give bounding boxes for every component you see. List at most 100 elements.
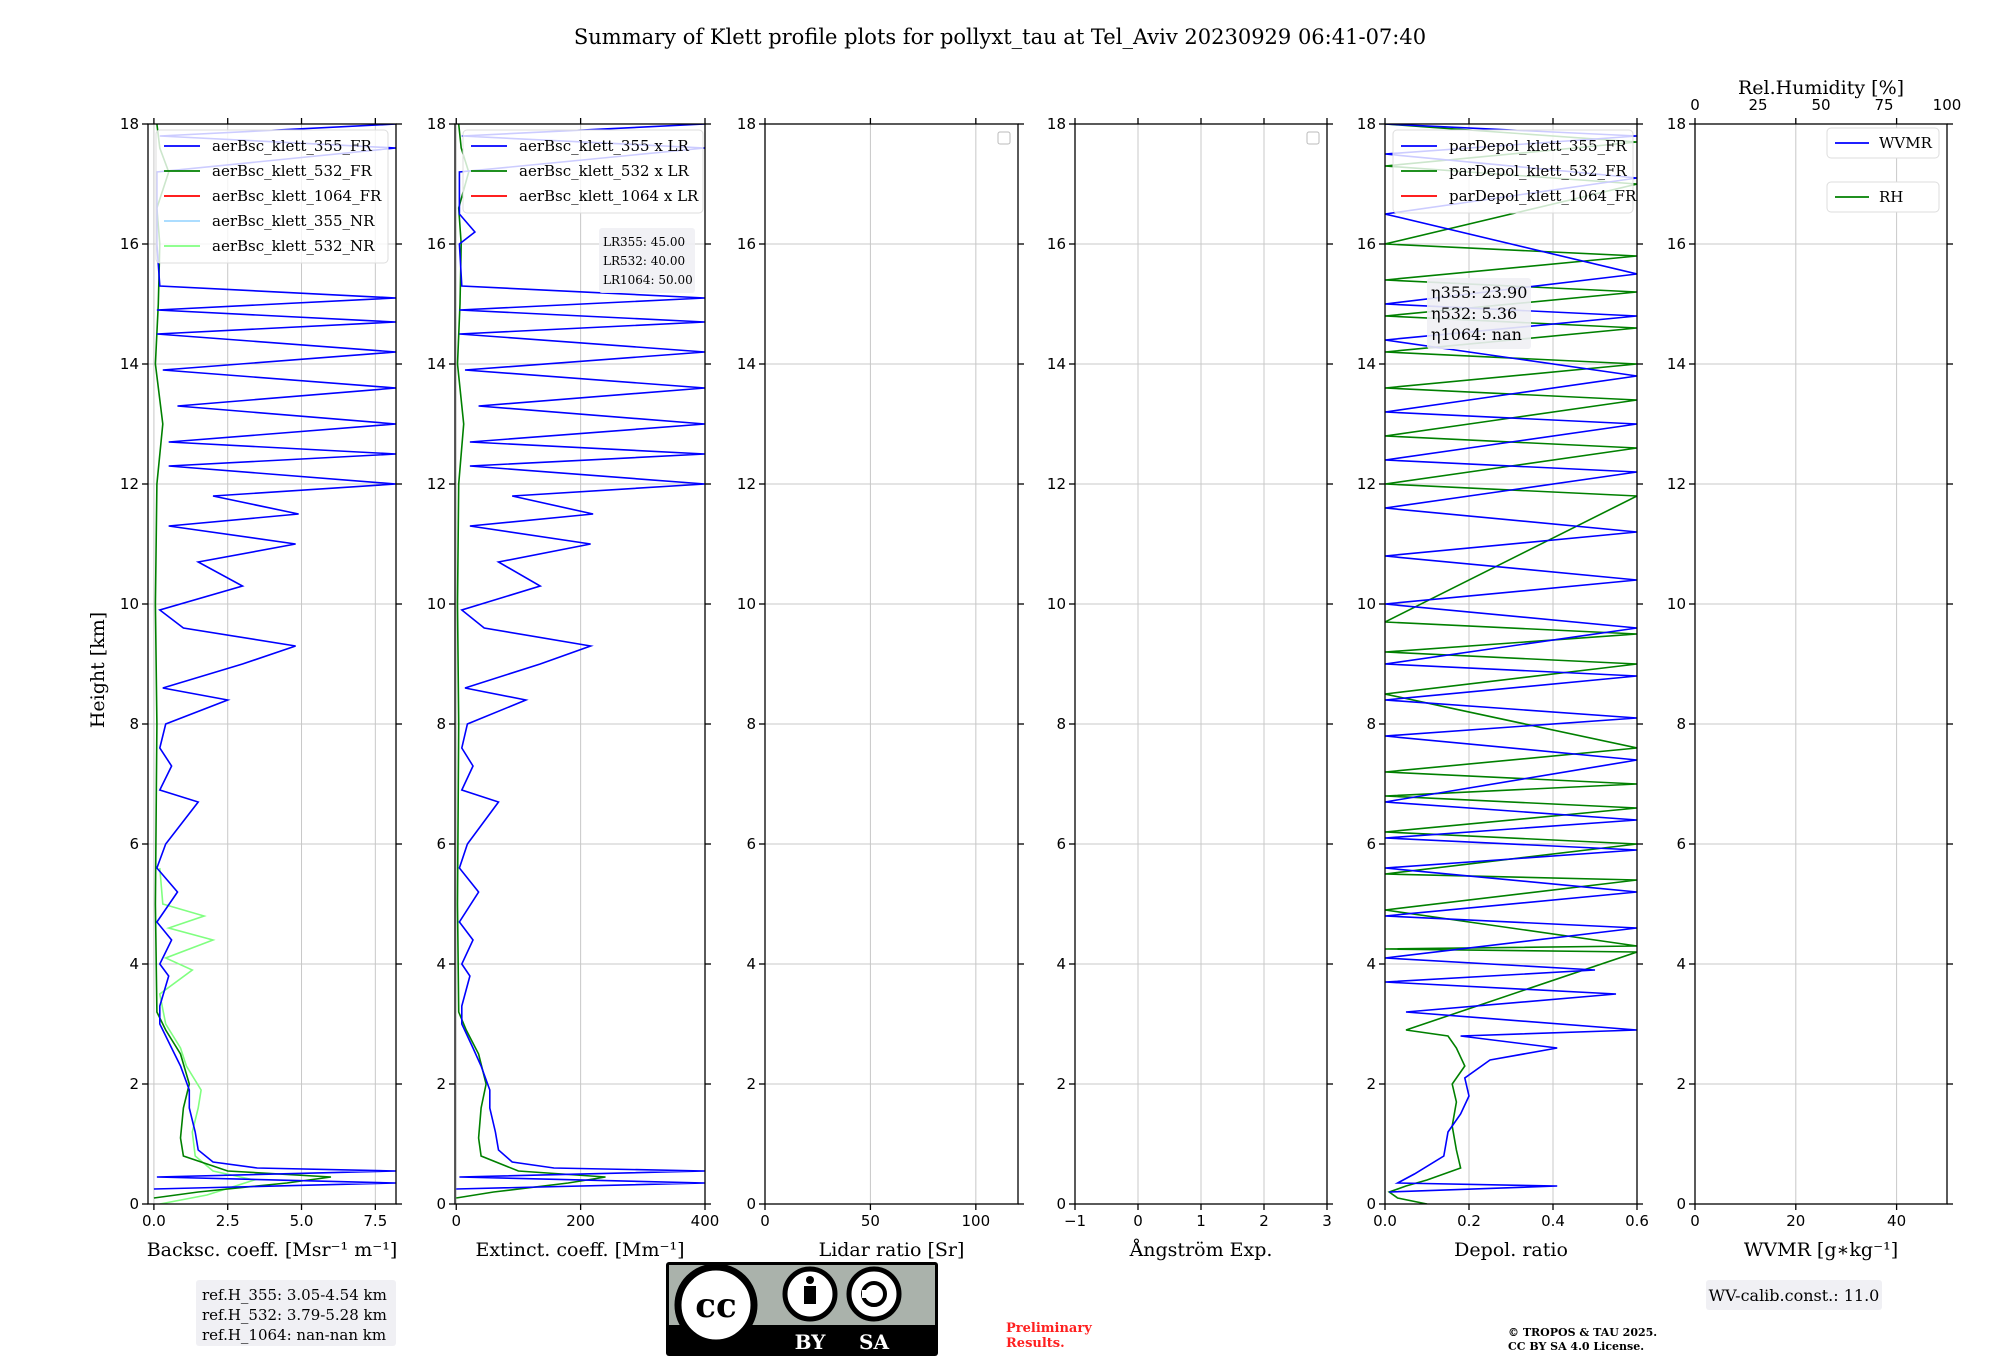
y-tick-label: 2 bbox=[129, 1075, 139, 1093]
y-tick-label: 2 bbox=[436, 1075, 446, 1093]
y-tick-label: 14 bbox=[120, 355, 139, 373]
y-tick-label: 12 bbox=[1047, 475, 1066, 493]
y-tick-label: 8 bbox=[746, 715, 756, 733]
x-tick-label: 40 bbox=[1887, 1212, 1906, 1230]
y-tick-label: 8 bbox=[129, 715, 139, 733]
x-tick-label: 1 bbox=[1196, 1212, 1206, 1230]
y-tick-label: 4 bbox=[1676, 955, 1686, 973]
y-tick-label: 16 bbox=[737, 235, 756, 253]
x-tick-label: 0.0 bbox=[1373, 1212, 1397, 1230]
legend-entry: WVMR bbox=[1879, 134, 1933, 152]
x-tick-label: 0 bbox=[760, 1212, 770, 1230]
x-tick-label: 2.5 bbox=[216, 1212, 240, 1230]
y-tick-label: 8 bbox=[1366, 715, 1376, 733]
series-line-aerBsc_klett_532_NR bbox=[158, 867, 258, 1204]
y-tick-label: 4 bbox=[129, 955, 139, 973]
annotation-ext: LR355: 45.00 LR532: 40.00 LR1064: 50.00 bbox=[599, 228, 695, 293]
y-axis-label: Height [km] bbox=[87, 612, 109, 728]
x-axis-label-ext: Extinct. coeff. [Mm⁻¹] bbox=[475, 1239, 684, 1261]
x-tick-label: 2 bbox=[1259, 1212, 1269, 1230]
annotation-line: LR532: 40.00 bbox=[603, 254, 685, 268]
axes-frame bbox=[1694, 123, 1948, 1205]
y-tick-label: 14 bbox=[1357, 355, 1376, 373]
cc-license-badge: cc BY SA bbox=[666, 1262, 938, 1356]
y-tick-label: 18 bbox=[1047, 115, 1066, 133]
x-tick-label: 50 bbox=[861, 1212, 880, 1230]
x-axis-label-bsc: Backsc. coeff. [Msr⁻¹ m⁻¹] bbox=[147, 1239, 398, 1261]
y-tick-label: 6 bbox=[436, 835, 446, 853]
y-tick-label: 18 bbox=[1357, 115, 1376, 133]
y-tick-label: 0 bbox=[436, 1195, 446, 1213]
cc-mark-text: cc bbox=[695, 1286, 736, 1326]
annotation-line: LR355: 45.00 bbox=[603, 235, 685, 249]
y-tick-label: 2 bbox=[1676, 1075, 1686, 1093]
y-tick-label: 2 bbox=[746, 1075, 756, 1093]
axes-frame bbox=[1384, 123, 1638, 1205]
ref-height-1064: ref.H_1064: nan-nan km bbox=[202, 1326, 386, 1344]
copyright-line2: CC BY SA 4.0 License. bbox=[1508, 1340, 1644, 1353]
series-line-parDepol_klett_355_FR bbox=[1385, 124, 1637, 1193]
legend-entry: aerBsc_klett_1064 x LR bbox=[519, 187, 699, 205]
x-tick-label: 5.0 bbox=[290, 1212, 314, 1230]
x-tick-label: 3 bbox=[1322, 1212, 1332, 1230]
y-tick-label: 16 bbox=[1667, 235, 1686, 253]
empty-legend-box bbox=[997, 131, 1011, 145]
annotation-line: η355: 23.90 bbox=[1431, 283, 1527, 302]
y-tick-label: 6 bbox=[1676, 835, 1686, 853]
y-tick-label: 14 bbox=[737, 355, 756, 373]
legend-dep: parDepol_klett_355_FR parDepol_klett_532_… bbox=[1392, 129, 1637, 214]
legend-entry: parDepol_klett_532_FR bbox=[1449, 162, 1627, 180]
chart-title: Summary of Klett profile plots for polly… bbox=[574, 25, 1426, 49]
y-tick-label: 18 bbox=[1667, 115, 1686, 133]
y-tick-label: 16 bbox=[120, 235, 139, 253]
panel-ext: 0 2 4 6 8 10 12 14 16 18 0 200 400 Extinct. coeff. [M… bbox=[427, 115, 719, 1261]
wv-calib-box: WV-calib.const.: 11.0 bbox=[1706, 1280, 1882, 1310]
y-tick-label: 14 bbox=[1667, 355, 1686, 373]
legend-entry: aerBsc_klett_532_FR bbox=[212, 162, 372, 180]
y-tick-label: 12 bbox=[1667, 475, 1686, 493]
y-tick-label: 4 bbox=[1056, 955, 1066, 973]
y-tick-label: 18 bbox=[120, 115, 139, 133]
y-tick-label: 10 bbox=[1357, 595, 1376, 613]
x-tick-label: 0.6 bbox=[1625, 1212, 1649, 1230]
y-tick-label: 16 bbox=[427, 235, 446, 253]
x-tick-label: 0 bbox=[1133, 1212, 1143, 1230]
x-axis-label-lr: Lidar ratio [Sr] bbox=[819, 1239, 965, 1261]
empty-legend-box bbox=[1306, 131, 1320, 145]
x-tick-label: 100 bbox=[962, 1212, 991, 1230]
x-tick-label: 400 bbox=[691, 1212, 720, 1230]
sa-share-alike-icon bbox=[846, 1266, 902, 1322]
license-by-label: BY bbox=[795, 1330, 827, 1354]
y-tick-label: 4 bbox=[1366, 955, 1376, 973]
y-tick-label: 12 bbox=[1357, 475, 1376, 493]
y-tick-label: 2 bbox=[1366, 1075, 1376, 1093]
y-tick-label: 14 bbox=[427, 355, 446, 373]
y-tick-label: 8 bbox=[436, 715, 446, 733]
y-tick-label: 16 bbox=[1047, 235, 1066, 253]
legend-wv-RH: RH bbox=[1826, 181, 1940, 213]
y-tick-label: 8 bbox=[1056, 715, 1066, 733]
x-tick-label: 7.5 bbox=[363, 1212, 387, 1230]
y-tick-label: 12 bbox=[120, 475, 139, 493]
copyright-line1: © TROPOS & TAU 2025. bbox=[1508, 1326, 1657, 1339]
y-tick-label: 2 bbox=[1056, 1075, 1066, 1093]
legend-entry: aerBsc_klett_532_NR bbox=[212, 237, 375, 255]
annotation-line: η1064: nan bbox=[1431, 325, 1522, 344]
x-tick-label: 0 bbox=[1690, 1212, 1700, 1230]
y-tick-label: 6 bbox=[746, 835, 756, 853]
y-tick-label: 18 bbox=[737, 115, 756, 133]
legend-entry: aerBsc_klett_1064_FR bbox=[212, 187, 382, 205]
panel-lr: 0 2 4 6 8 10 12 14 16 18 0 50 100 Lidar ratio [Sr] bbox=[737, 115, 1024, 1261]
y-tick-label: 14 bbox=[1047, 355, 1066, 373]
legend-entry: RH bbox=[1879, 188, 1903, 206]
legend-entry: aerBsc_klett_532 x LR bbox=[519, 162, 690, 180]
panel-bsc: 0 2 4 6 8 10 12 14 16 18 0.0 2.5 5.0 7.5 Backsc. coeff… bbox=[120, 115, 402, 1261]
y-tick-label: 12 bbox=[737, 475, 756, 493]
series-line-aerBsc_klett_355 x LR bbox=[456, 124, 705, 1190]
x-axis-label-wv: WVMR [g∗kg⁻¹] bbox=[1744, 1239, 1898, 1261]
y-tick-label: 10 bbox=[120, 595, 139, 613]
y-tick-label: 0 bbox=[1676, 1195, 1686, 1213]
x-tick-label: 200 bbox=[566, 1212, 595, 1230]
